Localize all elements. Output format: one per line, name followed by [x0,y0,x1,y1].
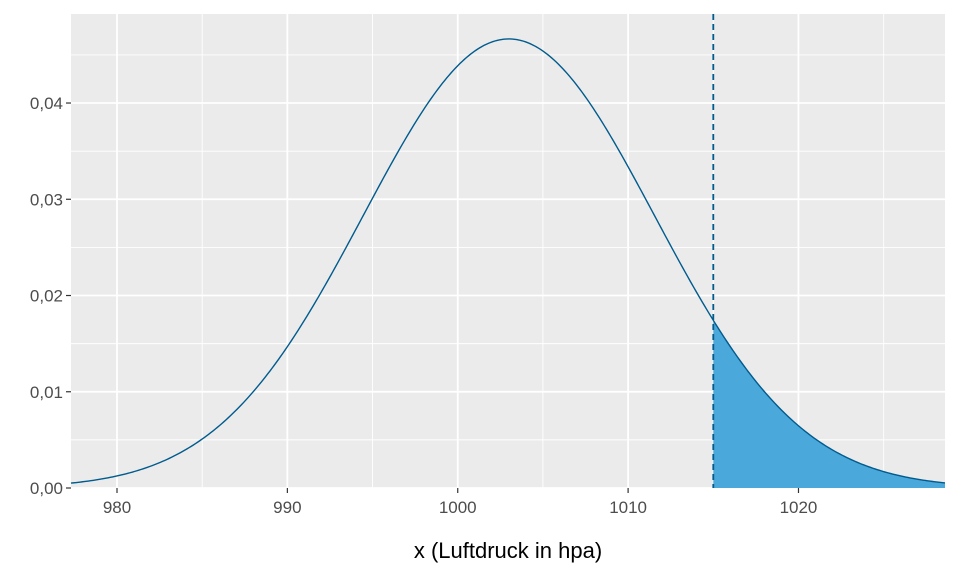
x-tick-label: 980 [103,498,131,517]
y-axis: 0,00 0,01 0,02 0,03 0,04 [30,94,71,498]
x-tick-label: 1000 [439,498,477,517]
y-tick-label: 0,00 [30,479,63,498]
x-axis-title: x (Luftdruck in hpa) [414,538,602,563]
x-tick-label: 1020 [780,498,818,517]
y-tick-label: 0,01 [30,383,63,402]
major-gridlines [71,14,945,489]
y-tick-label: 0,03 [30,190,63,209]
shaded-tail-area [713,320,945,488]
x-tick-label: 1010 [609,498,647,517]
x-tick-label: 990 [273,498,301,517]
y-tick-label: 0,02 [30,287,63,306]
y-tick-label: 0,04 [30,94,63,113]
density-curve [70,38,946,484]
x-axis: 980 990 1000 1010 1020 [103,488,818,517]
